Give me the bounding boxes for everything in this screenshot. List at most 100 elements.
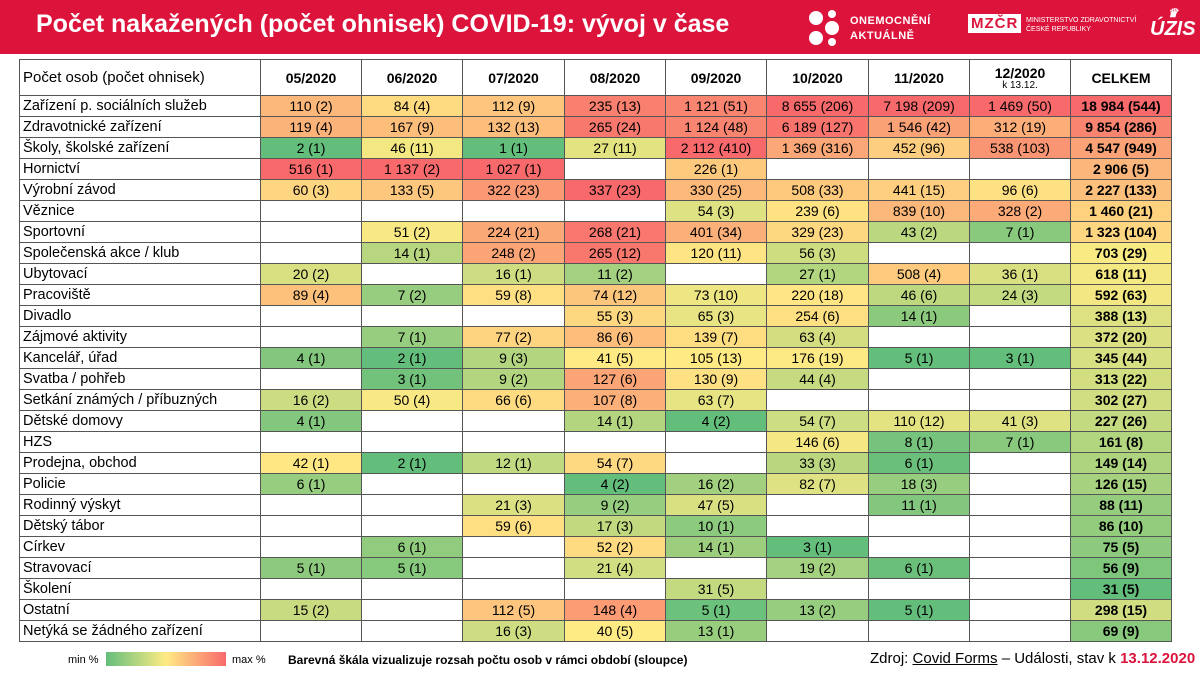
data-cell bbox=[868, 368, 970, 390]
data-cell: 51 (2) bbox=[361, 221, 463, 243]
data-cell: 5 (1) bbox=[868, 599, 970, 621]
data-cell: 239 (6) bbox=[766, 200, 869, 222]
data-cell bbox=[969, 473, 1071, 495]
data-cell: 268 (21) bbox=[564, 221, 666, 243]
data-cell bbox=[260, 515, 362, 537]
data-cell: 119 (4) bbox=[260, 116, 362, 138]
data-cell bbox=[361, 494, 463, 516]
data-cell bbox=[969, 305, 1071, 327]
logo-text-line2: AKTUÁLNĚ bbox=[850, 30, 915, 42]
data-cell: 2 (1) bbox=[361, 452, 463, 474]
row-label: Výrobní závod bbox=[19, 179, 261, 201]
data-cell: 508 (4) bbox=[868, 263, 970, 285]
table-row: Zájmové aktivity 7 (1) 77 (2) 86 (6) 139 (7)… bbox=[19, 326, 1172, 348]
total-cell: 372 (20) bbox=[1070, 326, 1172, 348]
data-cell: 16 (3) bbox=[462, 620, 565, 642]
data-cell: 86 (6) bbox=[564, 326, 666, 348]
data-cell: 254 (6) bbox=[766, 305, 869, 327]
total-cell: 302 (27) bbox=[1070, 389, 1172, 411]
column-header-06/2020: 06/2020 bbox=[361, 59, 463, 96]
data-cell: 14 (1) bbox=[868, 305, 970, 327]
row-label: Hornictví bbox=[19, 158, 261, 180]
total-cell: 69 (9) bbox=[1070, 620, 1172, 642]
total-cell: 126 (15) bbox=[1070, 473, 1172, 495]
row-label: Pracoviště bbox=[19, 284, 261, 306]
column-header-label: 07/2020 bbox=[488, 69, 539, 86]
row-label: Divadlo bbox=[19, 305, 261, 327]
source-link[interactable]: Covid Forms bbox=[912, 650, 998, 667]
total-cell: 618 (11) bbox=[1070, 263, 1172, 285]
data-cell: 401 (34) bbox=[665, 221, 767, 243]
data-cell: 13 (1) bbox=[665, 620, 767, 642]
row-label: Ubytovací bbox=[19, 263, 261, 285]
data-cell: 1 546 (42) bbox=[868, 116, 970, 138]
data-cell bbox=[969, 452, 1071, 474]
data-cell: 132 (13) bbox=[462, 116, 565, 138]
data-cell bbox=[361, 515, 463, 537]
data-cell: 1 124 (48) bbox=[665, 116, 767, 138]
data-cell bbox=[260, 221, 362, 243]
column-header-07/2020: 07/2020 bbox=[462, 59, 565, 96]
data-cell: 9 (3) bbox=[462, 347, 565, 369]
ministry-name-line1: MINISTERSTVO ZDRAVOTNICTVÍ bbox=[1026, 17, 1137, 24]
data-cell: 6 (1) bbox=[361, 536, 463, 558]
data-cell bbox=[361, 473, 463, 495]
data-cell bbox=[969, 242, 1071, 264]
table-row: Setkání známých / příbuzných 16 (2) 50 (4)… bbox=[19, 389, 1172, 411]
table-row: Společenská akce / klub 14 (1) 248 (2) 265 … bbox=[19, 242, 1172, 264]
column-header-label: 09/2020 bbox=[690, 69, 742, 86]
data-cell: 4 (2) bbox=[665, 410, 767, 432]
data-cell bbox=[868, 389, 970, 411]
data-cell: 24 (3) bbox=[969, 284, 1071, 306]
data-cell bbox=[564, 578, 666, 600]
data-cell: 56 (3) bbox=[766, 242, 869, 264]
data-cell: 148 (4) bbox=[564, 599, 666, 621]
data-cell bbox=[260, 536, 362, 558]
data-cell: 73 (10) bbox=[665, 284, 767, 306]
data-cell: 8 (1) bbox=[868, 431, 970, 453]
data-cell: 47 (5) bbox=[665, 494, 767, 516]
data-cell bbox=[361, 263, 463, 285]
data-cell bbox=[361, 200, 463, 222]
table-row: Prodejna, obchod 42 (1) 2 (1) 12 (1) 54 (7) 3… bbox=[19, 452, 1172, 474]
table-row: Výrobní závod 60 (3) 133 (5) 322 (23) 337 (2… bbox=[19, 179, 1172, 201]
data-cell bbox=[564, 431, 666, 453]
data-cell: 1 469 (50) bbox=[969, 95, 1071, 117]
data-cell: 55 (3) bbox=[564, 305, 666, 327]
data-cell bbox=[260, 578, 362, 600]
row-label: Ostatní bbox=[19, 599, 261, 621]
column-header-05/2020: 05/2020 bbox=[260, 59, 362, 96]
data-cell: 5 (1) bbox=[868, 347, 970, 369]
data-cell: 27 (11) bbox=[564, 137, 666, 159]
data-cell: 220 (18) bbox=[766, 284, 869, 306]
data-cell bbox=[260, 200, 362, 222]
data-cell bbox=[766, 620, 869, 642]
table-row: Sportovní 51 (2) 224 (21) 268 (21) 401 (34) 3… bbox=[19, 221, 1172, 243]
row-label: Kancelář, úřad bbox=[19, 347, 261, 369]
data-cell bbox=[868, 158, 970, 180]
data-cell: 18 (3) bbox=[868, 473, 970, 495]
column-header-label: 10/2020 bbox=[792, 69, 843, 86]
data-cell: 110 (12) bbox=[868, 410, 970, 432]
total-cell: 18 984 (544) bbox=[1070, 95, 1172, 117]
column-header-08/2020: 08/2020 bbox=[564, 59, 666, 96]
data-cell: 337 (23) bbox=[564, 179, 666, 201]
data-cell: 5 (1) bbox=[665, 599, 767, 621]
data-cell bbox=[260, 494, 362, 516]
data-cell: 127 (6) bbox=[564, 368, 666, 390]
data-cell: 1 369 (316) bbox=[766, 137, 869, 159]
legend-note: Barevná škála vizualizuje rozsah počtu o… bbox=[288, 653, 688, 667]
table-row: Svatba / pohřeb 3 (1) 9 (2) 127 (6) 130 (9) 4… bbox=[19, 368, 1172, 390]
data-cell bbox=[868, 326, 970, 348]
row-label: HZS bbox=[19, 431, 261, 453]
data-cell bbox=[361, 620, 463, 642]
data-cell: 14 (1) bbox=[361, 242, 463, 264]
data-cell: 8 655 (206) bbox=[766, 95, 869, 117]
data-cell: 6 (1) bbox=[260, 473, 362, 495]
data-cell: 265 (12) bbox=[564, 242, 666, 264]
row-label: Společenská akce / klub bbox=[19, 242, 261, 264]
data-cell: 7 (1) bbox=[969, 221, 1071, 243]
data-cell bbox=[766, 158, 869, 180]
data-cell: 452 (96) bbox=[868, 137, 970, 159]
data-cell bbox=[868, 620, 970, 642]
